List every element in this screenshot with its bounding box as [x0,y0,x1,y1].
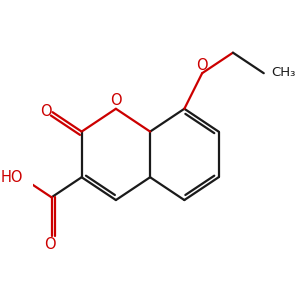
Text: CH₃: CH₃ [272,65,296,79]
Text: O: O [40,103,52,118]
Text: O: O [196,58,208,73]
Text: O: O [110,93,122,108]
Text: O: O [44,237,56,252]
Text: HO: HO [1,169,23,184]
